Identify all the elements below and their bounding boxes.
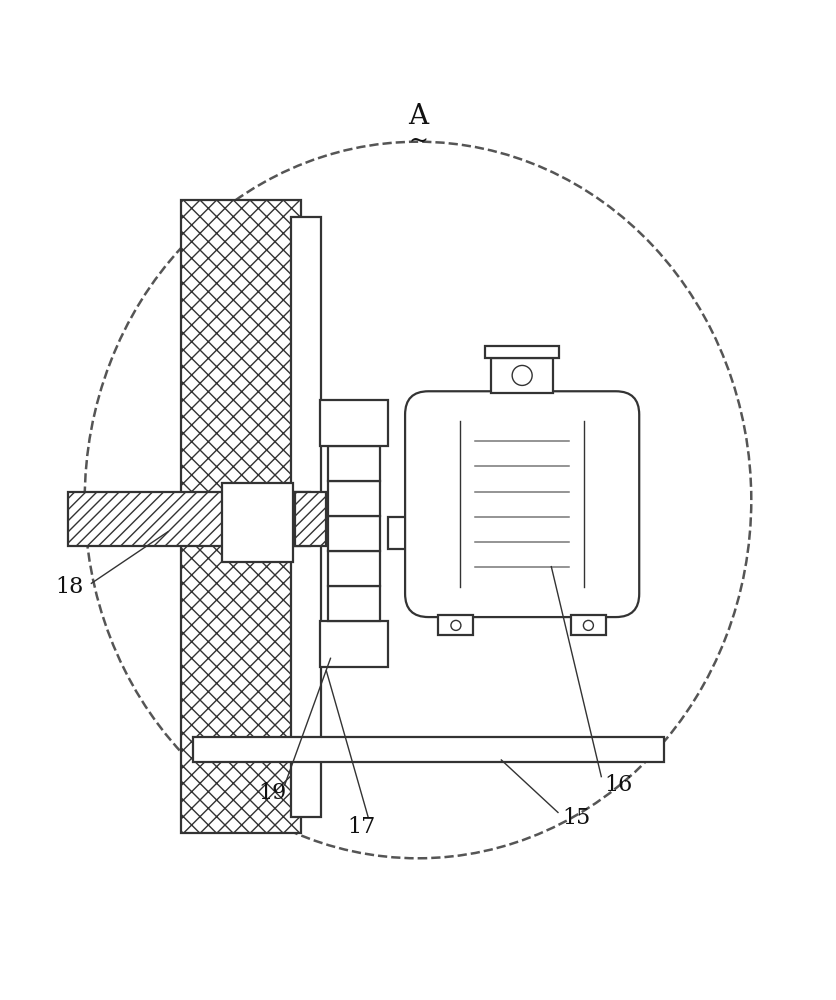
Polygon shape (328, 551, 380, 586)
Text: 19: 19 (258, 782, 286, 804)
Polygon shape (193, 737, 664, 762)
Polygon shape (438, 615, 473, 635)
Polygon shape (328, 446, 380, 481)
Text: 18: 18 (55, 576, 84, 598)
Polygon shape (292, 217, 321, 817)
Polygon shape (319, 400, 388, 446)
Polygon shape (328, 481, 380, 516)
Polygon shape (571, 615, 606, 635)
Polygon shape (181, 200, 301, 833)
Text: 16: 16 (604, 774, 632, 796)
Circle shape (512, 365, 533, 385)
Polygon shape (222, 483, 293, 562)
Text: ~: ~ (408, 130, 428, 153)
Polygon shape (319, 621, 388, 667)
Text: 17: 17 (347, 816, 375, 838)
Polygon shape (491, 358, 553, 393)
Text: 15: 15 (562, 807, 590, 829)
Text: A: A (408, 103, 428, 130)
Polygon shape (328, 516, 380, 551)
Polygon shape (328, 586, 380, 621)
Polygon shape (294, 492, 326, 546)
FancyBboxPatch shape (405, 391, 640, 617)
Polygon shape (388, 517, 442, 549)
Polygon shape (68, 492, 309, 546)
Circle shape (584, 620, 594, 630)
Polygon shape (486, 346, 558, 358)
Circle shape (451, 620, 461, 630)
